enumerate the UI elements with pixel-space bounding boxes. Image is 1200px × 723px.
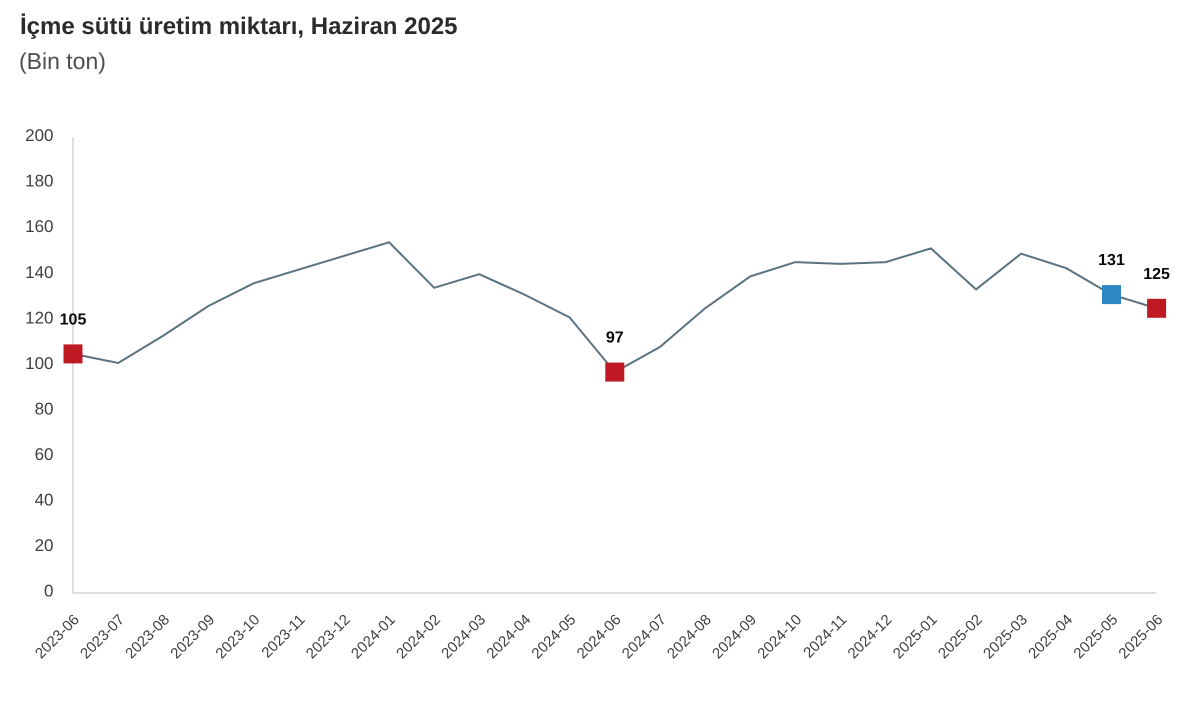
- svg-text:200: 200: [25, 126, 53, 145]
- svg-text:2024-05: 2024-05: [528, 611, 579, 662]
- svg-text:100: 100: [25, 354, 53, 373]
- svg-text:80: 80: [35, 399, 54, 418]
- svg-text:2025-04: 2025-04: [1025, 611, 1076, 662]
- svg-text:105: 105: [60, 311, 87, 328]
- svg-text:2024-07: 2024-07: [619, 611, 670, 662]
- svg-text:2024-06: 2024-06: [574, 611, 625, 662]
- svg-text:2024-12: 2024-12: [845, 611, 896, 662]
- svg-text:2024-03: 2024-03: [438, 611, 489, 662]
- svg-text:2025-06: 2025-06: [1115, 611, 1166, 662]
- svg-text:97: 97: [606, 330, 624, 347]
- svg-text:120: 120: [25, 308, 53, 327]
- svg-text:20: 20: [35, 536, 54, 555]
- svg-text:İçme sütü üretim miktarı, Hazi: İçme sütü üretim miktarı, Haziran 2025: [20, 13, 458, 40]
- svg-text:2025-01: 2025-01: [890, 611, 941, 662]
- svg-text:2025-02: 2025-02: [935, 611, 986, 662]
- svg-text:180: 180: [25, 172, 53, 191]
- svg-text:140: 140: [25, 263, 53, 282]
- svg-text:60: 60: [35, 445, 54, 464]
- svg-text:2023-06: 2023-06: [32, 611, 83, 662]
- svg-text:2024-02: 2024-02: [393, 611, 444, 662]
- svg-text:2023-10: 2023-10: [212, 611, 263, 662]
- svg-text:2023-09: 2023-09: [167, 611, 218, 662]
- svg-text:131: 131: [1098, 252, 1125, 269]
- svg-text:40: 40: [35, 491, 54, 510]
- svg-text:2025-03: 2025-03: [980, 611, 1031, 662]
- svg-text:2024-08: 2024-08: [664, 611, 715, 662]
- svg-text:0: 0: [44, 582, 53, 601]
- svg-text:2023-11: 2023-11: [258, 611, 308, 661]
- svg-text:2024-09: 2024-09: [709, 611, 760, 662]
- svg-text:2023-08: 2023-08: [122, 611, 173, 662]
- svg-text:(Bin ton): (Bin ton): [19, 48, 106, 74]
- svg-text:125: 125: [1143, 266, 1170, 283]
- svg-text:2024-11: 2024-11: [800, 611, 850, 661]
- svg-text:2024-04: 2024-04: [483, 611, 534, 662]
- svg-text:160: 160: [25, 217, 53, 236]
- svg-text:2023-07: 2023-07: [77, 611, 128, 662]
- svg-text:2025-05: 2025-05: [1070, 611, 1121, 662]
- svg-text:2024-01: 2024-01: [348, 611, 399, 662]
- svg-text:2024-10: 2024-10: [754, 611, 805, 662]
- svg-text:2023-12: 2023-12: [303, 611, 354, 662]
